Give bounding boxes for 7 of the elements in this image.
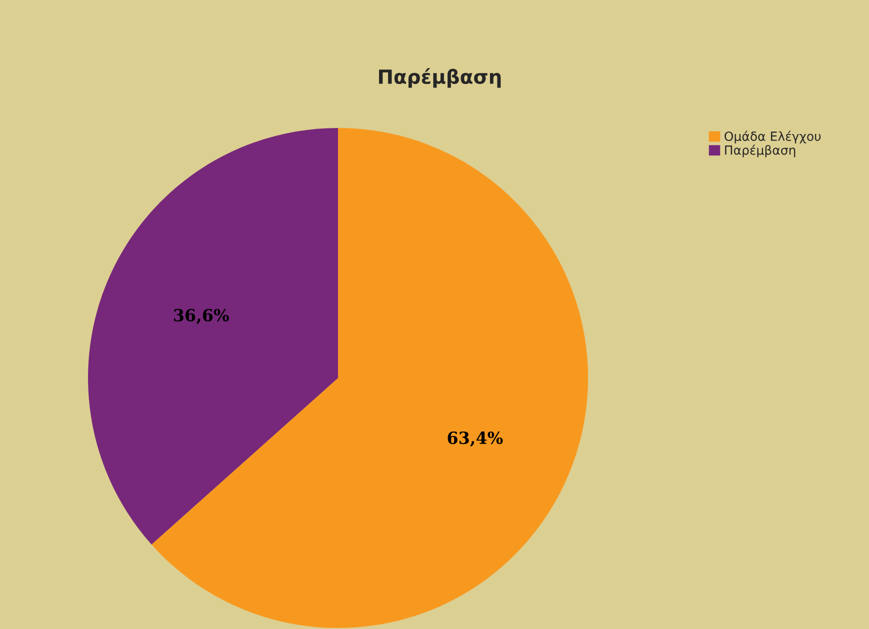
pie-slice — [152, 128, 588, 628]
chart-title: Παρέμβαση — [379, 68, 501, 88]
data-label: 36,6% — [174, 308, 229, 324]
legend-label: Ομάδα Ελέγχου — [724, 130, 821, 144]
data-label: 63,4% — [448, 432, 503, 447]
pie-slice — [88, 128, 338, 544]
legend-label: Παρέμβαση — [725, 144, 796, 158]
